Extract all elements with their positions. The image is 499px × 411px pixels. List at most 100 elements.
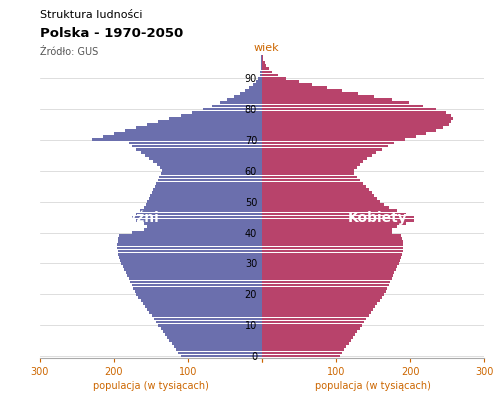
Bar <box>262 114 451 117</box>
Bar <box>167 336 262 339</box>
Bar <box>253 83 262 86</box>
Bar <box>262 339 351 342</box>
Bar <box>262 203 384 206</box>
Bar <box>262 86 327 89</box>
Bar <box>262 228 392 231</box>
Bar <box>170 117 262 120</box>
Bar <box>234 95 262 98</box>
Bar <box>262 71 272 74</box>
Bar <box>262 249 403 252</box>
Bar <box>262 268 396 271</box>
Bar <box>262 197 377 200</box>
Bar <box>145 154 262 157</box>
Bar <box>245 89 262 92</box>
Bar <box>262 308 373 311</box>
Bar <box>162 169 262 172</box>
Bar <box>262 290 386 293</box>
Bar <box>159 175 262 178</box>
Bar <box>132 231 262 234</box>
Bar <box>135 290 262 293</box>
Bar <box>117 243 262 246</box>
Bar <box>262 117 453 120</box>
Bar <box>262 349 344 351</box>
Bar <box>262 80 299 83</box>
Bar <box>262 305 375 308</box>
Bar <box>150 194 262 197</box>
Bar <box>262 145 388 148</box>
Bar <box>262 327 360 330</box>
Bar <box>262 58 263 61</box>
Bar <box>262 83 312 86</box>
Bar <box>119 256 262 259</box>
Bar <box>262 321 364 323</box>
Bar <box>262 157 367 160</box>
Bar <box>158 324 262 327</box>
Bar <box>262 277 392 280</box>
Bar <box>262 225 397 228</box>
Bar <box>262 355 340 358</box>
Bar <box>161 173 262 175</box>
Bar <box>123 265 262 268</box>
Bar <box>152 191 262 194</box>
Bar <box>262 92 358 95</box>
Bar <box>262 262 399 265</box>
Bar <box>153 160 262 163</box>
Bar <box>262 148 382 150</box>
Bar <box>126 271 262 274</box>
Bar <box>120 259 262 262</box>
Bar <box>261 58 262 61</box>
Bar <box>262 243 403 246</box>
Bar <box>118 253 262 256</box>
Bar <box>262 129 436 132</box>
Bar <box>262 104 423 107</box>
Bar <box>260 74 262 76</box>
Bar <box>262 234 401 237</box>
X-axis label: populacja (w tysiącach): populacja (w tysiącach) <box>315 381 431 391</box>
Bar <box>262 132 426 135</box>
Bar <box>203 108 262 111</box>
Bar <box>262 185 366 188</box>
Bar <box>262 293 384 296</box>
Bar <box>262 166 357 169</box>
Bar <box>262 212 406 215</box>
Bar <box>118 237 262 240</box>
Bar <box>133 287 262 289</box>
Bar <box>129 141 262 144</box>
Bar <box>174 345 262 348</box>
Bar <box>181 114 262 117</box>
Bar <box>261 61 262 64</box>
Bar <box>130 280 262 283</box>
Bar <box>262 216 414 219</box>
Bar <box>144 228 262 231</box>
Bar <box>170 339 262 342</box>
Bar <box>262 219 414 222</box>
Bar <box>152 314 262 317</box>
Bar <box>262 280 390 283</box>
Bar <box>258 77 262 80</box>
Bar <box>250 86 262 89</box>
Bar <box>262 336 353 339</box>
Bar <box>262 302 377 305</box>
Text: Mężzyźni: Mężzyźni <box>89 210 160 225</box>
Bar <box>132 216 262 219</box>
Bar <box>262 259 400 262</box>
Bar <box>262 265 397 268</box>
Bar <box>92 139 262 141</box>
Bar <box>262 191 372 194</box>
Bar <box>192 111 262 113</box>
Bar <box>147 123 262 126</box>
Bar <box>262 231 392 234</box>
Bar <box>227 98 262 101</box>
Bar <box>178 351 262 354</box>
Bar <box>262 247 403 249</box>
Bar <box>262 206 389 209</box>
Bar <box>262 342 349 345</box>
Bar <box>157 163 262 166</box>
Bar <box>262 333 355 336</box>
Bar <box>262 61 265 64</box>
Bar <box>147 225 262 228</box>
Bar <box>124 268 262 271</box>
Bar <box>262 139 405 141</box>
Bar <box>149 197 262 200</box>
Text: Źródło: GUS: Źródło: GUS <box>40 47 98 57</box>
